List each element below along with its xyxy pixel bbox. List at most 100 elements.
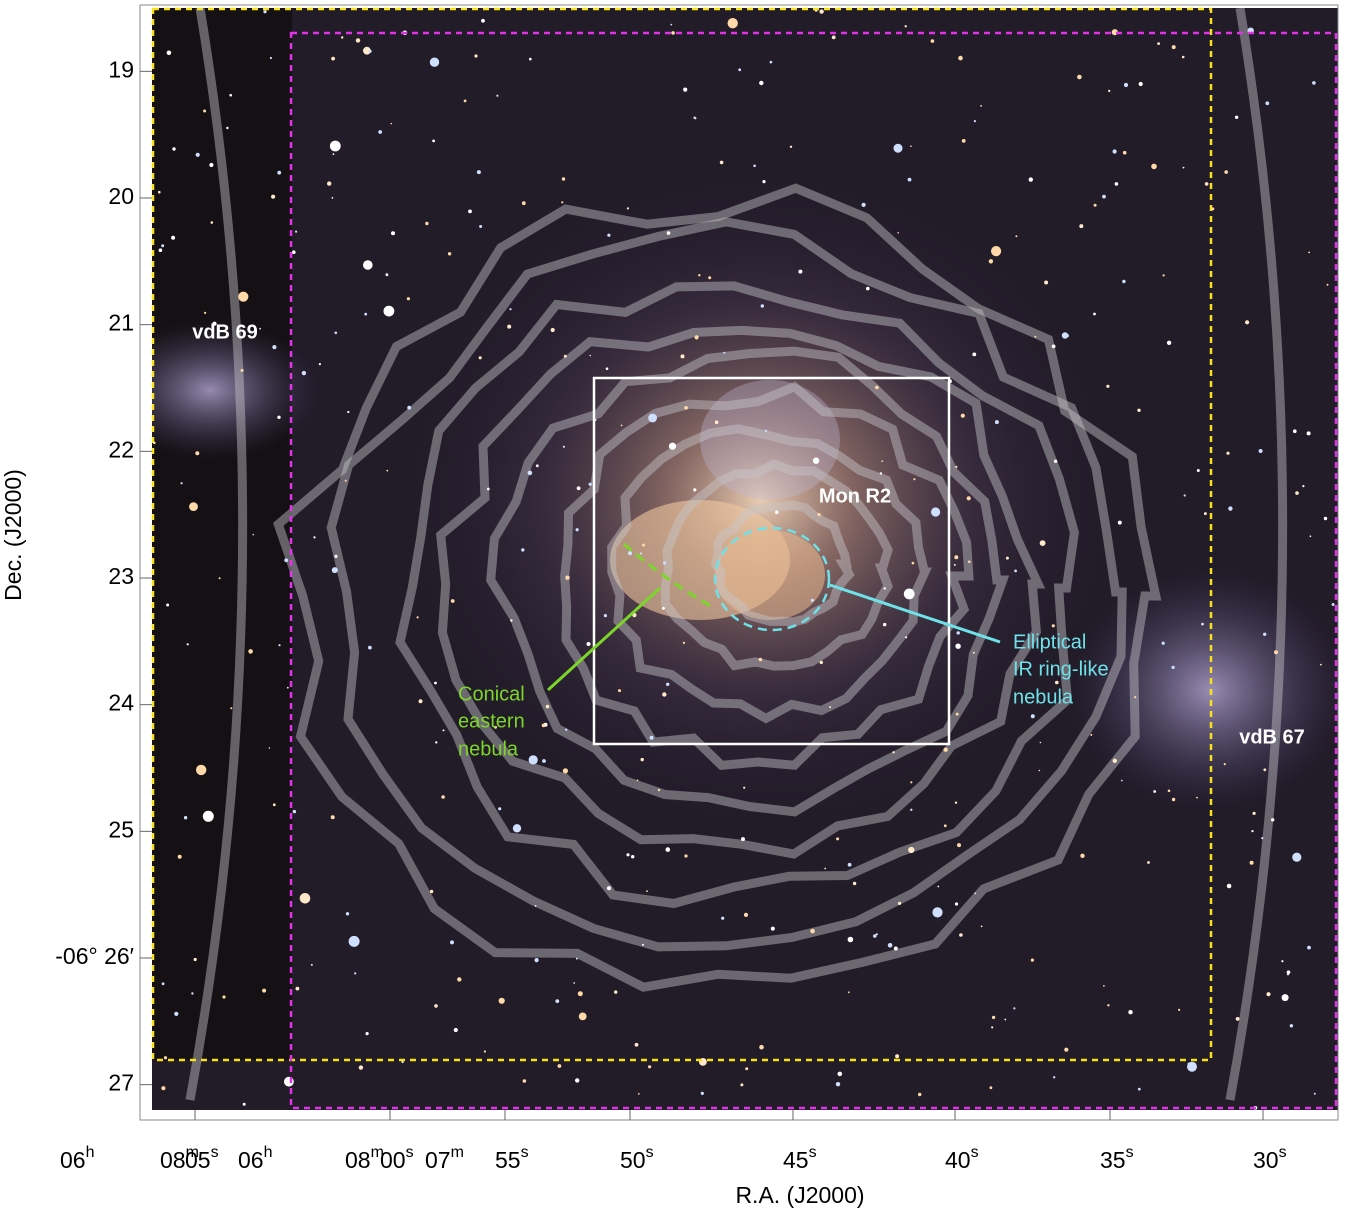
star bbox=[1114, 182, 1119, 186]
star bbox=[202, 810, 214, 822]
star bbox=[1286, 970, 1291, 974]
star bbox=[810, 928, 815, 934]
star bbox=[390, 122, 393, 125]
star bbox=[903, 588, 915, 600]
star bbox=[1226, 883, 1232, 889]
ring-ellipse bbox=[713, 526, 831, 632]
star bbox=[385, 273, 389, 277]
star bbox=[1030, 714, 1035, 719]
star bbox=[163, 1056, 168, 1060]
star bbox=[331, 197, 334, 199]
star bbox=[229, 93, 232, 97]
star bbox=[1090, 733, 1093, 736]
x-tick-label: 45s bbox=[783, 1144, 817, 1173]
star bbox=[988, 259, 994, 264]
star bbox=[563, 354, 567, 358]
star bbox=[1181, 55, 1185, 59]
star bbox=[883, 622, 887, 627]
tick-number: 30 bbox=[1253, 1147, 1279, 1173]
star bbox=[1030, 958, 1034, 962]
star bbox=[242, 1102, 246, 1106]
tick-number: 08 bbox=[160, 1147, 186, 1173]
star bbox=[910, 808, 913, 811]
star bbox=[407, 405, 412, 410]
star bbox=[745, 1067, 749, 1071]
tick-number: 08 bbox=[345, 1147, 371, 1173]
star bbox=[368, 645, 372, 650]
star bbox=[1306, 431, 1311, 436]
y-tick-label: 21 bbox=[108, 310, 134, 336]
star bbox=[186, 643, 189, 646]
star bbox=[817, 513, 821, 517]
star bbox=[1312, 81, 1316, 85]
star bbox=[1263, 768, 1267, 772]
star bbox=[835, 1082, 841, 1087]
tick-unit: m bbox=[371, 1144, 384, 1161]
star bbox=[331, 56, 335, 61]
star bbox=[1120, 779, 1123, 782]
star bbox=[640, 552, 643, 555]
star bbox=[668, 442, 677, 450]
tick-unit: s bbox=[211, 1144, 219, 1161]
star bbox=[968, 560, 971, 564]
x-tick-label: 06h bbox=[60, 1144, 95, 1173]
star bbox=[1103, 985, 1105, 987]
star bbox=[994, 420, 999, 425]
star bbox=[222, 995, 226, 999]
star bbox=[682, 641, 686, 645]
star bbox=[980, 925, 983, 928]
ring-pointer bbox=[829, 583, 1001, 644]
star bbox=[212, 321, 217, 326]
star bbox=[522, 1079, 527, 1083]
x-tick-label: 05s bbox=[185, 1144, 219, 1173]
star bbox=[269, 56, 272, 60]
star bbox=[334, 331, 338, 335]
star bbox=[770, 926, 775, 931]
star bbox=[1331, 603, 1335, 606]
star bbox=[875, 933, 878, 936]
star bbox=[1005, 556, 1009, 560]
x-tick-label: 07m bbox=[425, 1144, 464, 1173]
star bbox=[1064, 1047, 1069, 1052]
star bbox=[310, 963, 313, 966]
star bbox=[626, 207, 630, 210]
star bbox=[714, 420, 719, 425]
star bbox=[1302, 485, 1305, 488]
star bbox=[510, 619, 513, 622]
star bbox=[847, 991, 850, 994]
star bbox=[634, 1042, 639, 1047]
star bbox=[875, 385, 879, 390]
star bbox=[527, 470, 533, 476]
star bbox=[161, 1086, 166, 1091]
star bbox=[180, 482, 183, 485]
star bbox=[1061, 332, 1069, 339]
star bbox=[670, 23, 673, 26]
star bbox=[1162, 274, 1165, 277]
star bbox=[589, 354, 592, 357]
star bbox=[640, 757, 644, 762]
star bbox=[512, 824, 522, 833]
star bbox=[383, 305, 395, 317]
star bbox=[354, 972, 357, 975]
star bbox=[759, 1044, 764, 1050]
star bbox=[292, 809, 297, 814]
star bbox=[578, 1012, 587, 1021]
star bbox=[893, 946, 898, 951]
star bbox=[738, 68, 742, 72]
star bbox=[195, 451, 200, 456]
star bbox=[1053, 1076, 1056, 1079]
star bbox=[1266, 992, 1271, 997]
star bbox=[895, 1054, 900, 1059]
tick-unit: h bbox=[86, 1144, 95, 1161]
star bbox=[723, 351, 726, 354]
star bbox=[693, 488, 697, 492]
star bbox=[1182, 166, 1185, 169]
star bbox=[1323, 516, 1328, 521]
star bbox=[1039, 540, 1046, 546]
star bbox=[1015, 235, 1018, 238]
label-vdb67: vdB 67 bbox=[1239, 726, 1305, 748]
star bbox=[605, 367, 609, 371]
star bbox=[760, 304, 764, 308]
star bbox=[1309, 535, 1312, 538]
x-tick-label: 50s bbox=[620, 1144, 654, 1173]
